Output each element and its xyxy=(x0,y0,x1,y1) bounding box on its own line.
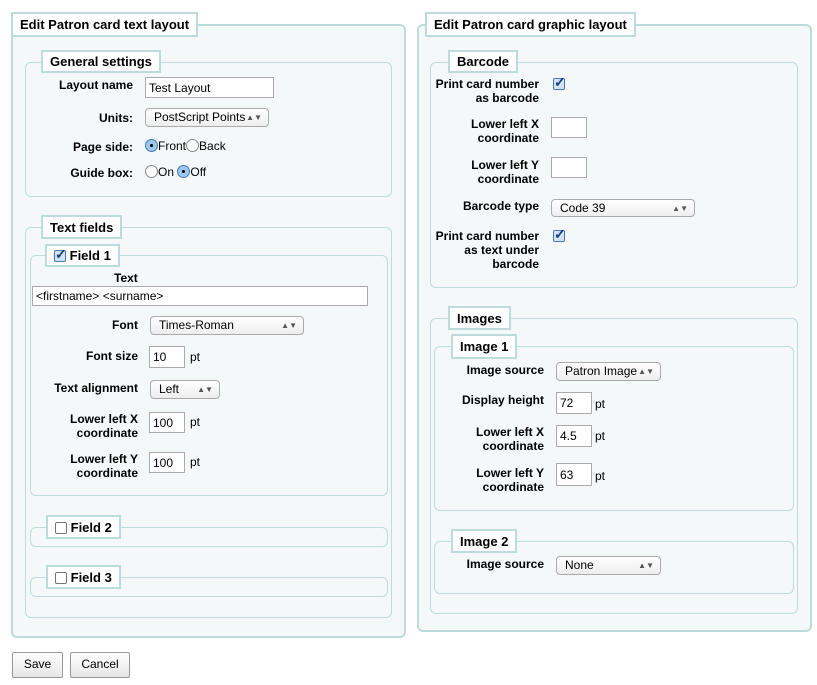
layout-name-input[interactable] xyxy=(145,77,274,98)
image1-llx-input[interactable] xyxy=(556,425,592,447)
barcode-lly-input[interactable] xyxy=(551,157,587,178)
save-button[interactable]: Save xyxy=(12,652,63,678)
font-label: Font xyxy=(112,318,138,332)
image1-legend: Image 1 xyxy=(451,334,518,359)
field1-legend: Field 1 xyxy=(45,244,120,267)
select-arrows-icon: ▲▼ xyxy=(246,113,262,122)
field1-llx-label: Lower left X coordinate xyxy=(69,412,138,440)
image1-lly-input[interactable] xyxy=(556,463,592,486)
on-label: On xyxy=(158,165,175,179)
page-side-label: Page side: xyxy=(72,140,133,154)
select-arrows-icon: ▲▼ xyxy=(197,385,213,394)
field3-label: Field 3 xyxy=(70,570,112,585)
barcode-llx-input[interactable] xyxy=(551,117,587,138)
pt-unit: pt xyxy=(595,429,606,443)
back-label: Back xyxy=(199,139,226,153)
barcode-type-value: Code 39 xyxy=(560,201,606,215)
font-value: Times-Roman xyxy=(159,318,234,332)
image1-lly-label: Lower left Y coordinate xyxy=(476,466,544,494)
field1-lly-input[interactable] xyxy=(149,452,185,473)
field3-checkbox[interactable] xyxy=(55,572,67,584)
font-size-label: Font size xyxy=(85,349,138,363)
pt-unit: pt xyxy=(190,415,201,429)
cancel-button[interactable]: Cancel xyxy=(70,652,130,678)
image2-source-value: None xyxy=(565,558,594,572)
image1-llx-label: Lower left X coordinate xyxy=(475,425,544,453)
field1-text-input[interactable] xyxy=(32,286,368,306)
text-layout-legend: Edit Patron card text layout xyxy=(11,12,199,37)
layout-name-label: Layout name xyxy=(58,78,133,92)
barcode-type-select[interactable]: Code 39 ▲▼ xyxy=(551,199,695,217)
page-side-front-radio[interactable] xyxy=(145,139,158,152)
units-label: Units: xyxy=(99,111,133,125)
barcode-fieldset xyxy=(430,62,798,288)
pt-unit: pt xyxy=(595,397,606,411)
field1-llx-input[interactable] xyxy=(149,412,185,433)
barcode-type-label: Barcode type xyxy=(462,199,539,213)
page-side-back-radio[interactable] xyxy=(186,139,200,152)
barcode-lly-label: Lower left Y coordinate xyxy=(471,158,539,186)
field2-label: Field 2 xyxy=(70,520,112,535)
font-size-input[interactable] xyxy=(149,346,185,368)
display-height-input[interactable] xyxy=(556,392,592,414)
field3-legend: Field 3 xyxy=(46,565,121,589)
guide-box-on-radio[interactable] xyxy=(145,165,158,178)
guide-box-off-radio[interactable] xyxy=(177,165,191,178)
image2-legend: Image 2 xyxy=(451,529,518,553)
print-text-label: Print card number as text under barcode xyxy=(435,229,539,271)
units-value: PostScript Points xyxy=(154,110,246,124)
front-label: Front xyxy=(158,139,187,153)
text-alignment-label: Text alignment xyxy=(54,381,138,395)
text-alignment-select[interactable]: Left ▲▼ xyxy=(150,380,220,399)
off-label: Off xyxy=(190,165,207,179)
units-select[interactable]: PostScript Points ▲▼ xyxy=(145,108,269,127)
print-barcode-label: Print card number as barcode xyxy=(435,77,539,105)
image2-source-label: Image source xyxy=(466,557,544,571)
image1-source-value: Patron Image xyxy=(565,364,638,378)
graphic-layout-legend: Edit Patron card graphic layout xyxy=(425,12,636,37)
field2-checkbox[interactable] xyxy=(55,522,67,534)
general-settings-legend: General settings xyxy=(41,50,161,73)
image1-source-label: Image source xyxy=(466,363,544,377)
alignment-value: Left xyxy=(159,382,180,396)
text-label: Text xyxy=(114,271,138,285)
font-select[interactable]: Times-Roman ▲▼ xyxy=(150,316,304,335)
display-height-label: Display height xyxy=(461,393,544,407)
select-arrows-icon: ▲▼ xyxy=(281,321,297,330)
field1-checkbox[interactable] xyxy=(54,246,67,263)
images-legend: Images xyxy=(448,306,511,330)
pt-unit: pt xyxy=(190,455,201,469)
select-arrows-icon: ▲▼ xyxy=(638,367,654,376)
field1-lly-label: Lower left Y coordinate xyxy=(70,452,138,480)
print-text-checkbox[interactable] xyxy=(553,226,566,243)
pt-unit: pt xyxy=(190,350,201,364)
select-arrows-icon: ▲▼ xyxy=(672,204,688,213)
field1-label: Field 1 xyxy=(69,248,111,263)
select-arrows-icon: ▲▼ xyxy=(638,561,654,570)
barcode-legend: Barcode xyxy=(448,50,519,73)
image1-source-select[interactable]: Patron Image ▲▼ xyxy=(556,362,661,381)
print-barcode-checkbox[interactable] xyxy=(553,74,566,91)
pt-unit: pt xyxy=(595,469,606,483)
field2-legend: Field 2 xyxy=(46,515,121,539)
image2-source-select[interactable]: None ▲▼ xyxy=(556,556,661,575)
guide-box-label: Guide box: xyxy=(70,166,133,180)
barcode-llx-label: Lower left X coordinate xyxy=(470,117,539,145)
text-fields-legend: Text fields xyxy=(41,215,123,239)
